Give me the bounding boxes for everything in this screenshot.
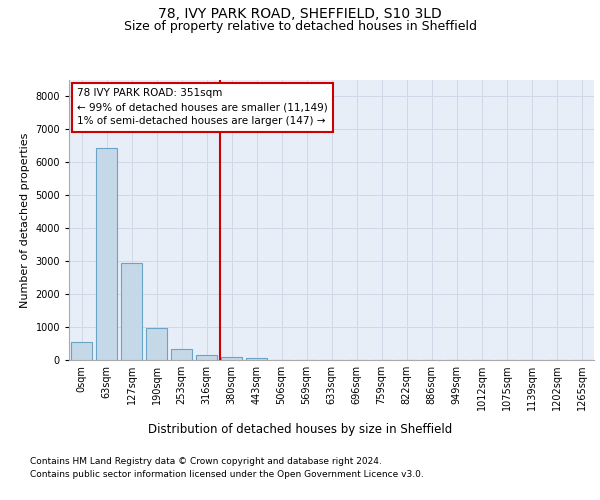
Bar bbox=[246, 358, 267, 360]
Bar bbox=[171, 349, 192, 360]
Bar bbox=[196, 355, 217, 360]
Bar bbox=[96, 148, 117, 360]
Text: 78, IVY PARK ROAD, SHEFFIELD, S10 3LD: 78, IVY PARK ROAD, SHEFFIELD, S10 3LD bbox=[158, 8, 442, 22]
Bar bbox=[71, 342, 92, 360]
Bar bbox=[221, 356, 242, 360]
Bar bbox=[146, 328, 167, 360]
Text: Contains HM Land Registry data © Crown copyright and database right 2024.: Contains HM Land Registry data © Crown c… bbox=[30, 458, 382, 466]
Text: Contains public sector information licensed under the Open Government Licence v3: Contains public sector information licen… bbox=[30, 470, 424, 479]
Text: 78 IVY PARK ROAD: 351sqm
← 99% of detached houses are smaller (11,149)
1% of sem: 78 IVY PARK ROAD: 351sqm ← 99% of detach… bbox=[77, 88, 328, 126]
Text: Size of property relative to detached houses in Sheffield: Size of property relative to detached ho… bbox=[124, 20, 476, 33]
Y-axis label: Number of detached properties: Number of detached properties bbox=[20, 132, 30, 308]
Text: Distribution of detached houses by size in Sheffield: Distribution of detached houses by size … bbox=[148, 422, 452, 436]
Bar bbox=[121, 264, 142, 360]
